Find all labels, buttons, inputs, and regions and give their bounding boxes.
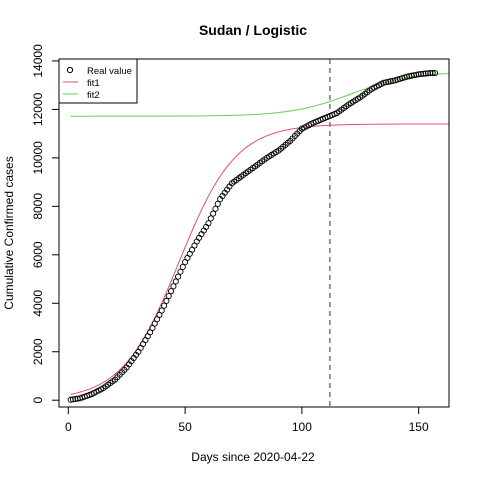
data-point [177, 268, 184, 275]
legend-label-fit1: fit1 [87, 78, 100, 89]
data-point [168, 288, 175, 295]
x-tick-label: 50 [178, 420, 192, 434]
plot-frame [58, 58, 450, 408]
y-tick-label: 4000 [31, 290, 45, 317]
data-point [69, 396, 77, 403]
data-point [172, 278, 179, 285]
data-point [214, 200, 221, 207]
data-point [427, 70, 434, 77]
y-tick-label: 14000 [31, 44, 45, 78]
data-point [424, 70, 432, 77]
legend-marker-real-value [66, 66, 74, 74]
data-point [420, 70, 427, 77]
data-point [161, 302, 168, 309]
chart-title: Sudan / Logistic [199, 22, 307, 38]
data-point [142, 337, 149, 344]
y-tick-label: 10000 [31, 141, 45, 175]
y-axis-label: Cumulative Confirmed cases [2, 156, 16, 309]
data-point [210, 210, 217, 217]
x-axis-label: Days since 2020-04-22 [191, 450, 315, 464]
x-tick-label: 100 [292, 420, 312, 434]
data-point [72, 395, 79, 403]
data-point [429, 70, 436, 77]
y-tick-label: 6000 [31, 241, 45, 268]
data-point [137, 344, 144, 351]
data-point [140, 340, 147, 348]
x-tick-label: 150 [409, 420, 429, 434]
y-tick-label: 2000 [31, 338, 45, 365]
plot-area [67, 59, 450, 407]
y-tick-label: 8000 [31, 193, 45, 220]
data-point [175, 273, 182, 280]
data-point [179, 263, 186, 270]
y-axis: 0 2000 4000 6000 8000 10000 12000 14000 [31, 44, 59, 404]
legend-label-real-value: Real value [87, 66, 132, 77]
legend: Real value fit1 fit2 [58, 58, 138, 104]
data-point [415, 71, 422, 78]
data-point [207, 215, 214, 222]
x-axis: 0 50 100 150 [65, 407, 429, 434]
data-point [165, 292, 172, 300]
data-point [67, 396, 74, 403]
data-point [163, 297, 170, 304]
y-tick-label: 12000 [31, 92, 45, 126]
data-point [170, 283, 177, 290]
legend-box [58, 58, 138, 104]
data-point [413, 71, 420, 78]
data-point [431, 70, 439, 77]
data-point [212, 205, 219, 212]
legend-label-fit2: fit2 [87, 90, 100, 101]
data-point [205, 220, 212, 227]
y-tick-label: 0 [31, 397, 45, 404]
data-point [158, 307, 165, 314]
x-tick-label: 0 [65, 420, 72, 434]
data-point [422, 70, 429, 77]
data-point [417, 70, 425, 78]
data-point [144, 333, 151, 340]
